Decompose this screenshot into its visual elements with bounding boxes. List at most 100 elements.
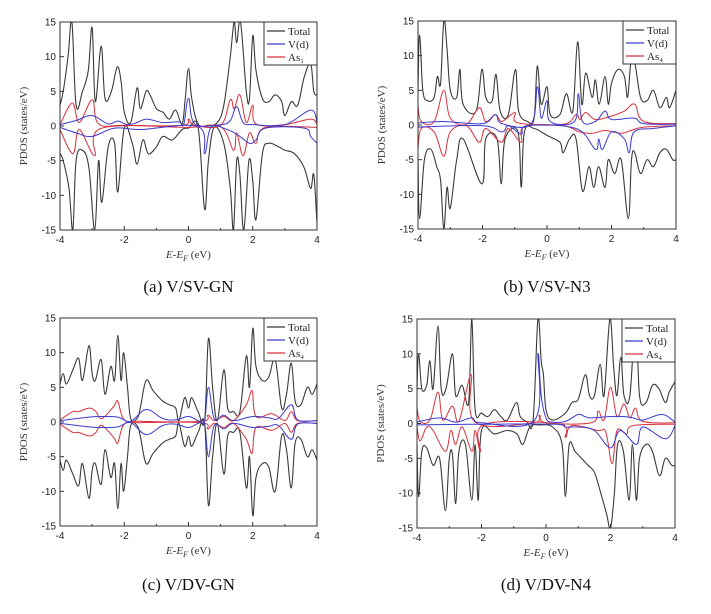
legend-label: V(d): [288, 39, 309, 51]
series-line-vd-spin-down: [60, 124, 317, 155]
y-tick-label: -15: [42, 226, 57, 237]
x-tick-label: -4: [414, 234, 423, 245]
series-line-vd-spin-down: [417, 423, 675, 449]
series-line-vd-spin-up: [60, 386, 317, 424]
series-line-vd-spin-up: [417, 353, 675, 427]
y-tick-label: -10: [399, 489, 414, 500]
legend-label: Total: [647, 25, 669, 37]
pdos-panel-c: -4 -2 0 2 4 15 10 5 0 -5 -10 -15 PDOS (states/eV) E-E…: [18, 314, 320, 595]
y-tick-label: -15: [400, 225, 415, 236]
x-tick-label: -4: [56, 235, 65, 246]
series-line-as-spin-up: [418, 89, 676, 126]
legend-box: [622, 20, 677, 65]
y-tick-label: -15: [42, 522, 57, 533]
x-tick-label: -2: [120, 531, 129, 542]
x-axis-label-main: E-E: [165, 545, 183, 557]
panel-title: (d) V/DV-N4: [501, 575, 592, 594]
x-axis-label-unit: (eV): [188, 249, 211, 261]
pdos-panel-b: -4 -2 0 2 4 15 10 5 0 -5 -10 -15 PDOS (states/eV) E-E…: [376, 17, 679, 297]
x-tick-label: 4: [672, 533, 678, 544]
y-axis-label: PDOS (states/eV): [376, 85, 388, 164]
x-axis-label-main: E-E: [523, 547, 541, 559]
legend-label: As₄: [646, 349, 662, 361]
x-tick-label: 2: [609, 234, 615, 245]
y-tick-label: 10: [45, 348, 57, 359]
y-tick-label: 0: [407, 419, 413, 430]
x-tick-label: 0: [543, 533, 549, 544]
panel-title: (c) V/DV-GN: [142, 575, 235, 594]
y-tick-label: -5: [404, 454, 413, 465]
series-group: [60, 22, 317, 230]
y-tick-label: 15: [45, 314, 57, 325]
series-line-total-spin-down: [60, 120, 317, 230]
series-line-total-spin-down: [60, 418, 317, 517]
legend-label: V(d): [288, 335, 309, 347]
x-axis-label-main: E-E: [165, 249, 183, 261]
x-axis-label-main: E-E: [524, 248, 542, 260]
x-axis-label-subscript: F: [541, 253, 547, 262]
pdos-panel-d: -4 -2 0 2 4 15 10 5 0 -5 -10 -15 PDOS (states/eV) E-E…: [375, 315, 678, 595]
x-axis-label-subscript: F: [182, 550, 188, 559]
y-tick-label: 10: [45, 52, 57, 63]
series-line-as-spin-down: [418, 124, 676, 157]
x-tick-label: 2: [250, 531, 256, 542]
y-tick-label: 0: [408, 121, 414, 132]
legend-label: V(d): [647, 38, 668, 50]
legend-label: As₄: [647, 51, 663, 63]
y-tick-label: -10: [400, 190, 415, 201]
series-line-as-spin-up: [60, 94, 317, 129]
y-tick-label: 5: [407, 384, 413, 395]
legend-label: As₁: [288, 52, 304, 64]
x-tick-label: -2: [478, 234, 487, 245]
x-axis-label-unit: (eV): [547, 248, 570, 260]
y-tick-label: 0: [50, 418, 56, 429]
series-line-vd-spin-up: [60, 97, 317, 127]
y-tick-label: 10: [402, 349, 414, 360]
legend-label: Total: [288, 322, 310, 334]
x-tick-label: 4: [673, 234, 679, 245]
x-tick-label: 0: [186, 531, 192, 542]
series-line-vd-spin-up: [418, 86, 676, 128]
series-group: [417, 319, 675, 528]
x-tick-label: -4: [413, 533, 422, 544]
series-line-total-spin-up: [418, 21, 676, 125]
y-tick-label: -5: [47, 156, 56, 167]
series-group: [60, 327, 317, 517]
y-axis-label: PDOS (states/eV): [18, 382, 30, 461]
y-axis-label: PDOS (states/eV): [375, 384, 387, 463]
y-tick-label: 10: [403, 51, 415, 62]
series-line-as-spin-down: [417, 420, 675, 465]
x-axis-label: E-EF (eV): [523, 547, 569, 561]
series-line-as-spin-down: [60, 421, 317, 454]
y-tick-label: 0: [50, 122, 56, 133]
series-line-total-spin-down: [417, 424, 675, 528]
x-axis-label-unit: (eV): [188, 545, 211, 557]
y-tick-label: -5: [47, 452, 56, 463]
y-tick-label: 15: [45, 18, 57, 29]
x-axis-label-subscript: F: [540, 552, 546, 561]
x-tick-label: -2: [120, 235, 129, 246]
panel-title: (a) V/SV-GN: [143, 277, 233, 296]
y-tick-label: 5: [408, 86, 414, 97]
y-tick-label: -5: [405, 155, 414, 166]
y-tick-label: 15: [403, 17, 415, 28]
x-tick-label: 2: [608, 533, 614, 544]
y-tick-label: 5: [50, 87, 56, 98]
series-line-vd-spin-down: [60, 420, 317, 458]
x-tick-label: 4: [314, 235, 320, 246]
series-line-vd-spin-down: [418, 124, 676, 154]
x-tick-label: 2: [250, 235, 256, 246]
y-axis-label: PDOS (states/eV): [18, 86, 30, 165]
x-axis-label-subscript: F: [182, 254, 188, 263]
series-line-as-spin-down: [60, 124, 317, 157]
series-line-total-spin-up: [60, 22, 317, 128]
panel-title: (b) V/SV-N3: [503, 277, 590, 296]
x-tick-label: 0: [186, 235, 192, 246]
x-tick-label: 0: [544, 234, 550, 245]
x-axis-label: E-EF (eV): [524, 248, 570, 262]
legend-label: V(d): [646, 336, 667, 348]
